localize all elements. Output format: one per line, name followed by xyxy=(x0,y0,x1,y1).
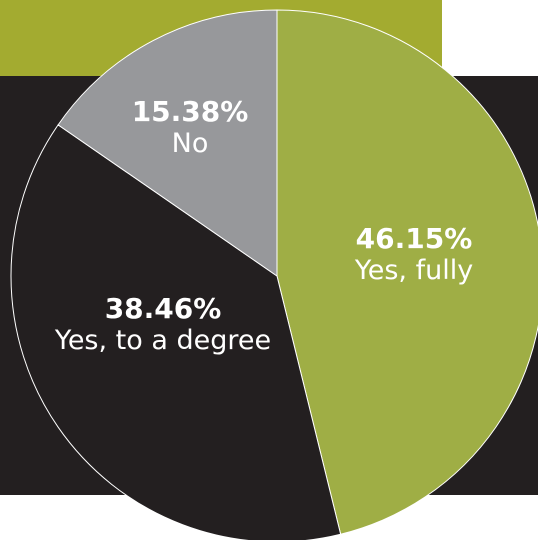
slice-label-yes-to-a-degree: 38.46% Yes, to a degree xyxy=(54,292,272,357)
slice-yes-fully xyxy=(276,9,538,535)
slice-category-label: No xyxy=(171,128,209,160)
slice-category-label: Yes, fully xyxy=(354,255,474,287)
slice-category-label: Yes, to a degree xyxy=(54,325,272,357)
slice-label-no: 15.38% No xyxy=(131,95,249,160)
slice-value-label: 15.38% xyxy=(131,95,249,128)
slice-no xyxy=(57,9,278,277)
slice-label-yes-fully: 46.15% Yes, fully xyxy=(354,222,474,287)
slice-value-label: 46.15% xyxy=(355,222,473,255)
slice-yes-to-a-degree xyxy=(10,124,342,540)
slice-value-label: 38.46% xyxy=(104,292,222,325)
